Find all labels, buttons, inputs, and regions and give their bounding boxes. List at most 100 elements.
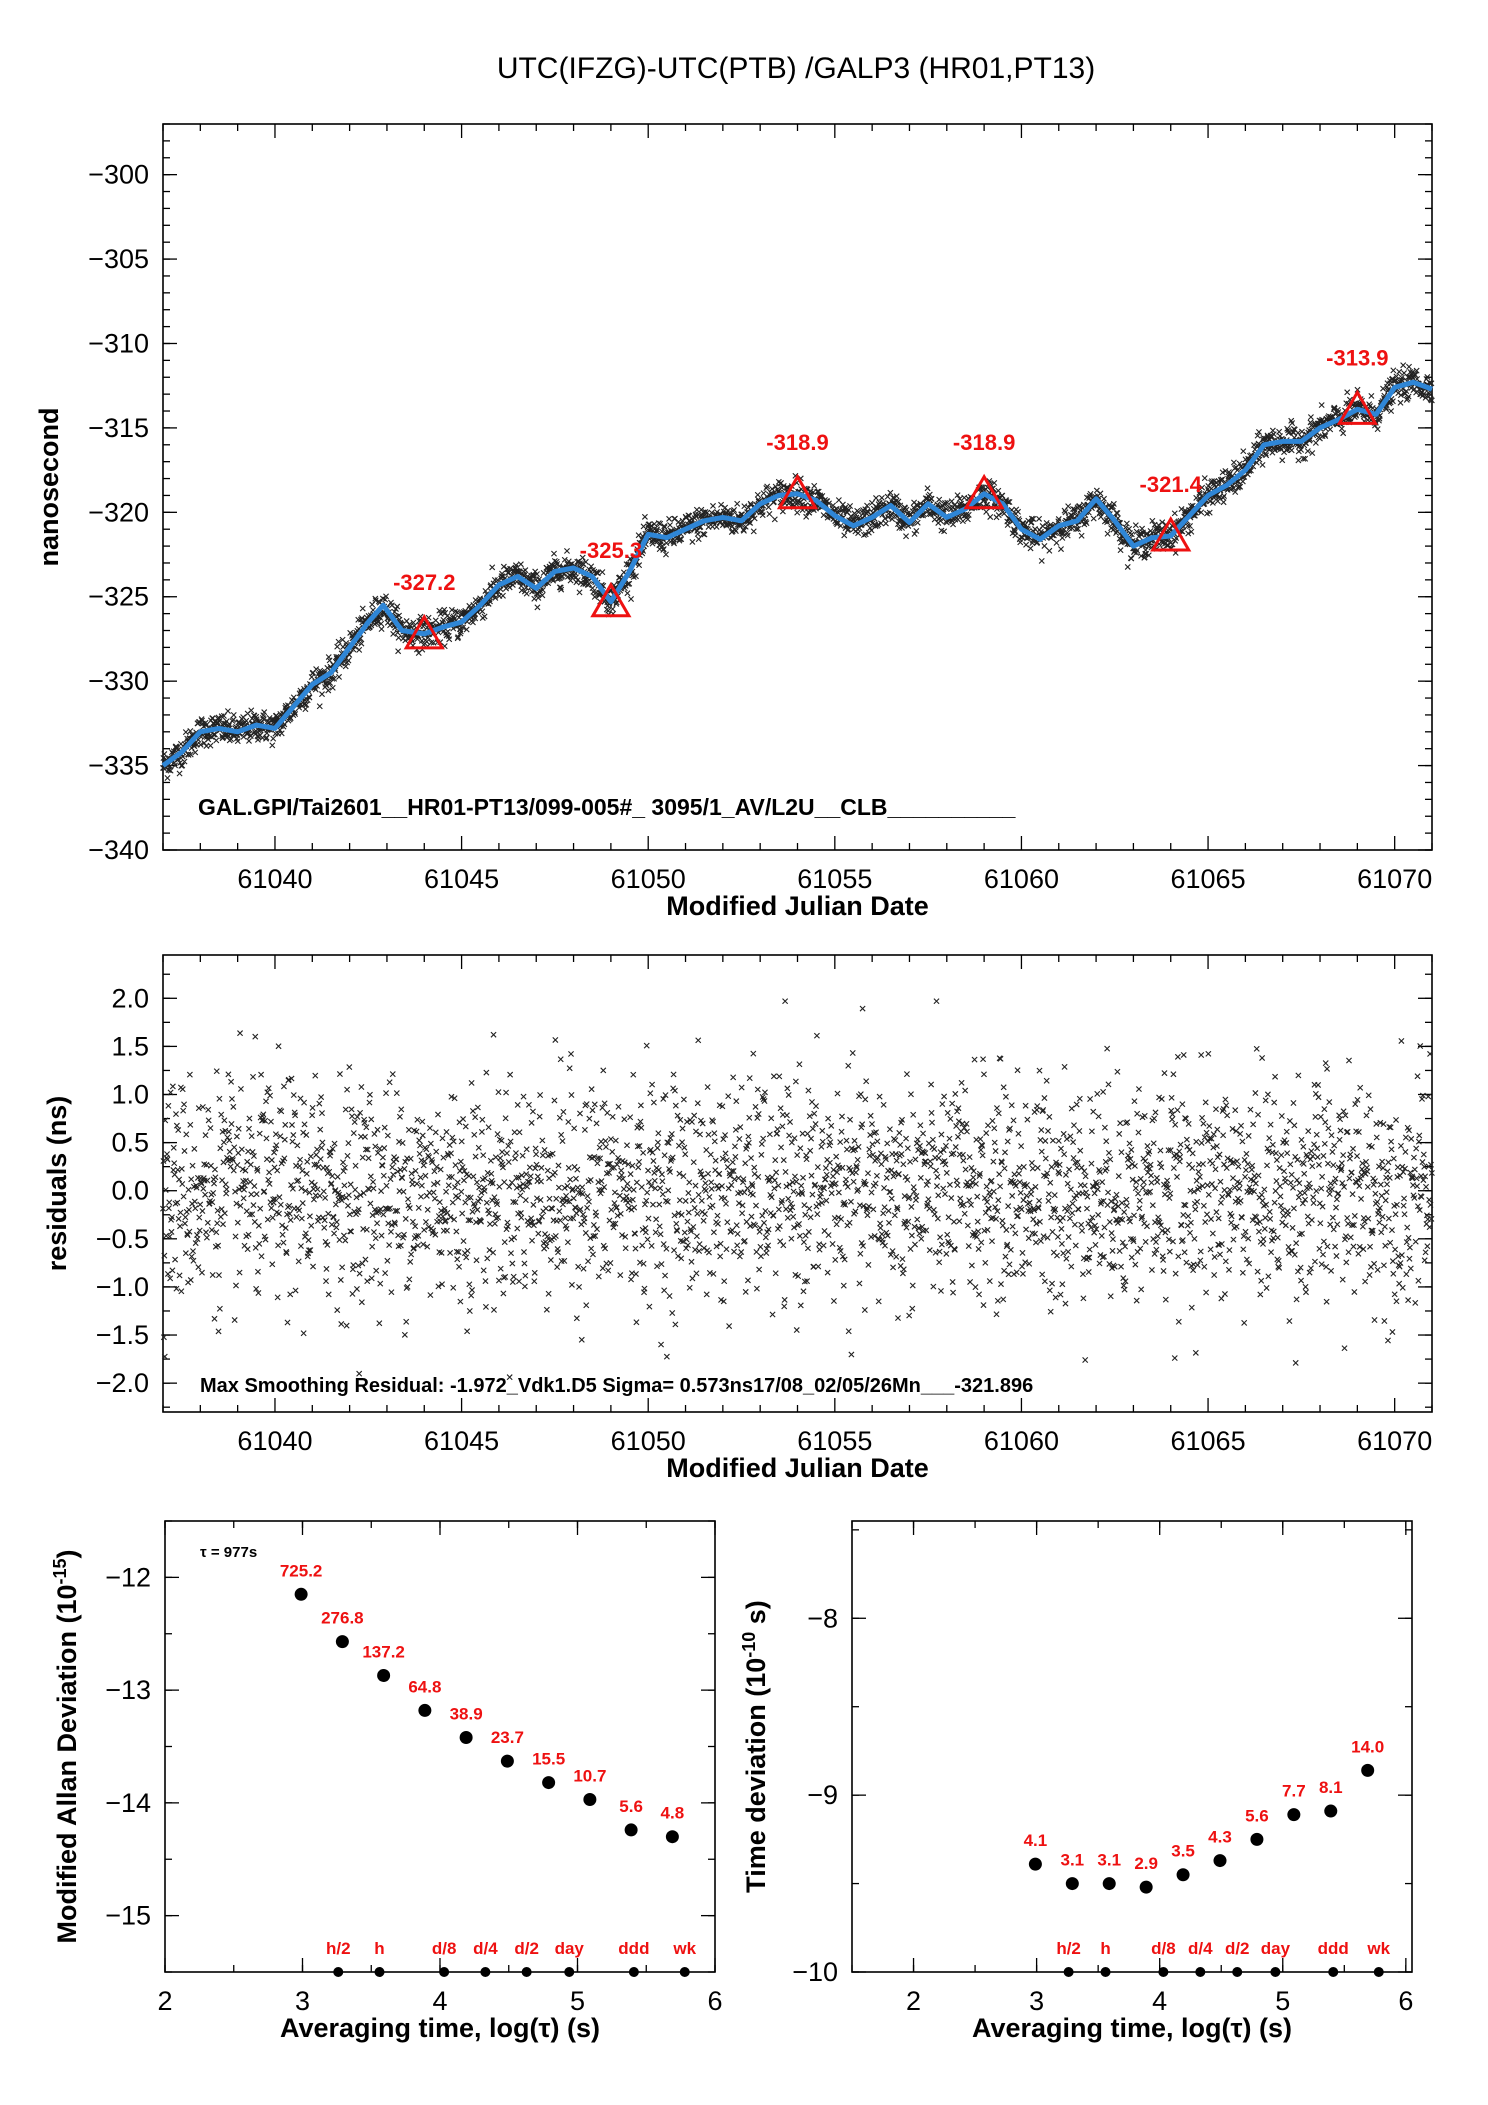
y-axis-label: residuals (ns) (42, 1096, 72, 1272)
data-point (573, 1315, 580, 1322)
data-point (466, 1281, 473, 1288)
data-point (268, 1205, 275, 1211)
data-point (1015, 508, 1021, 515)
data-point (415, 1204, 422, 1211)
data-point (304, 1158, 311, 1165)
data-point (170, 1144, 177, 1151)
data-point (178, 1288, 185, 1295)
data-point (849, 1049, 856, 1056)
data-point (785, 1195, 792, 1202)
data-point (448, 606, 455, 613)
data-point (281, 1136, 288, 1143)
data-point (594, 1160, 601, 1167)
data-point (878, 1231, 885, 1238)
data-point (837, 1139, 844, 1146)
data-point (900, 1266, 907, 1273)
data-point (483, 1069, 490, 1076)
data-point (336, 1071, 343, 1078)
data-point (480, 1267, 487, 1274)
x-tick-label: 61065 (1171, 864, 1246, 894)
data-point (363, 1226, 370, 1233)
data-point (557, 584, 564, 591)
data-point (1171, 510, 1178, 517)
data-point (299, 1167, 306, 1174)
data-point (761, 1219, 768, 1226)
data-point (211, 731, 218, 738)
data-point (793, 1327, 800, 1334)
data-point (275, 1043, 282, 1050)
data-point (608, 1206, 615, 1213)
data-point (738, 1249, 745, 1256)
data-point (553, 1195, 560, 1202)
data-point (319, 1110, 325, 1117)
data-point (676, 536, 683, 543)
data-point (499, 592, 506, 599)
data-point (745, 1133, 752, 1140)
data-point (365, 1155, 372, 1162)
data-point (243, 717, 250, 724)
data-point (818, 1143, 825, 1150)
data-point (694, 530, 701, 537)
data-point (431, 1195, 438, 1202)
data-point (907, 1245, 914, 1252)
data-point (929, 1119, 936, 1126)
data-point (197, 1201, 204, 1208)
x-tick-label: 61040 (237, 864, 312, 894)
data-point (329, 684, 336, 691)
data-point (928, 1109, 935, 1116)
data-point (523, 590, 530, 597)
data-point (374, 1126, 381, 1133)
data-point (460, 624, 467, 631)
y-tick-label: 1.0 (111, 1080, 149, 1110)
data-point (555, 1184, 562, 1191)
data-point (660, 1241, 667, 1248)
data-point (185, 751, 192, 758)
data-point (893, 1253, 900, 1260)
data-point (481, 613, 488, 620)
data-point (342, 1106, 349, 1113)
data-point (383, 1182, 390, 1189)
data-point (395, 648, 402, 655)
data-point (633, 1179, 640, 1186)
data-point (838, 1128, 845, 1135)
data-point (1046, 547, 1053, 554)
data-point (326, 657, 333, 664)
data-point (828, 1190, 835, 1197)
data-point (731, 506, 738, 513)
data-point (679, 1125, 686, 1132)
data-point (407, 1258, 414, 1265)
data-point (215, 1272, 222, 1279)
data-point (802, 1211, 809, 1218)
data-point (1340, 430, 1347, 437)
data-point (316, 1100, 323, 1107)
data-point (500, 1290, 507, 1297)
x-tick-label: 61065 (1171, 1426, 1246, 1456)
data-point (362, 1256, 369, 1263)
data-point (609, 1148, 616, 1155)
data-point (338, 1321, 345, 1328)
data-point (721, 1278, 728, 1285)
data-point (803, 1156, 810, 1163)
data-point (741, 503, 748, 510)
data-point (319, 1214, 326, 1221)
data-point (939, 1101, 946, 1108)
data-point (651, 1169, 658, 1176)
data-point (806, 1205, 813, 1212)
data-point (835, 1189, 842, 1196)
data-point (739, 1210, 746, 1217)
data-point (927, 1158, 934, 1165)
data-point (552, 1036, 559, 1043)
data-point (316, 703, 323, 710)
data-point (248, 1133, 255, 1140)
data-point (1318, 402, 1325, 409)
x-tick-label: 61050 (611, 864, 686, 894)
data-point (280, 1239, 287, 1246)
data-point (380, 1172, 387, 1179)
data-point (607, 1136, 614, 1143)
data-point (250, 1073, 257, 1080)
data-point (297, 1243, 304, 1250)
data-point (339, 1264, 346, 1271)
data-point (662, 1197, 669, 1204)
data-point (907, 1158, 914, 1165)
data-point (688, 1118, 695, 1125)
